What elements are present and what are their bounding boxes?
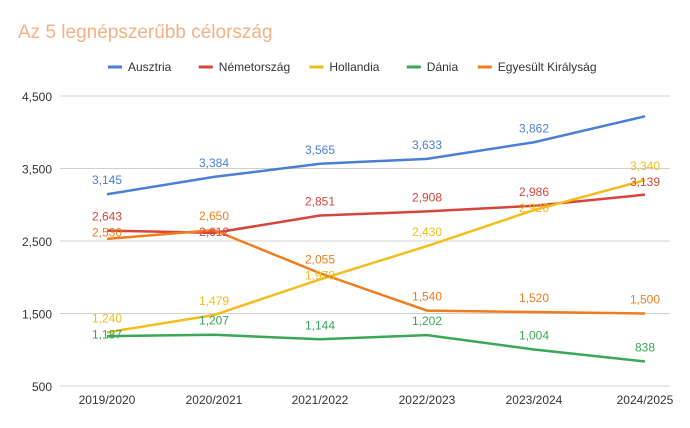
data-label: 1,144 xyxy=(305,318,335,332)
legend-label: Németország xyxy=(219,60,290,74)
legend-label: Dánia xyxy=(427,60,459,74)
data-label: 1,240 xyxy=(92,311,122,325)
data-label: 2,530 xyxy=(92,226,122,240)
data-label: 1,479 xyxy=(199,294,229,308)
legend-label: Ausztria xyxy=(128,60,172,74)
data-label: 3,565 xyxy=(305,143,335,157)
series-line xyxy=(106,115,646,196)
x-tick-label: 2024/2025 xyxy=(617,393,674,407)
data-label: 1,207 xyxy=(199,314,229,328)
data-label: 3,139 xyxy=(630,175,660,189)
data-label: 2,643 xyxy=(92,210,122,224)
data-label: 3,862 xyxy=(519,121,549,135)
x-tick-label: 2021/2022 xyxy=(292,393,349,407)
data-label: 3,633 xyxy=(412,138,442,152)
y-tick-label: 4,500 xyxy=(22,90,52,104)
data-label: 2,612 xyxy=(199,225,229,239)
data-label: 2,986 xyxy=(519,185,549,199)
data-label: 3,145 xyxy=(92,173,122,187)
data-label: 1,970 xyxy=(305,268,335,282)
legend-label: Egyesült Királyság xyxy=(498,60,597,74)
data-label: 3,340 xyxy=(630,159,660,173)
data-label: 2,430 xyxy=(412,225,442,239)
data-label: 1,540 xyxy=(412,290,442,304)
data-label: 1,004 xyxy=(519,328,549,342)
y-tick-label: 1,500 xyxy=(22,308,52,322)
y-tick-label: 500 xyxy=(32,380,52,394)
data-label: 3,384 xyxy=(199,156,229,170)
chart-title: Az 5 legnépszerűbb célország xyxy=(18,22,273,43)
y-tick-label: 3,500 xyxy=(22,163,52,177)
series-line xyxy=(106,333,646,363)
series-line xyxy=(106,178,646,334)
data-label: 2,926 xyxy=(519,201,549,215)
data-label: 2,650 xyxy=(199,209,229,223)
data-label: 2,908 xyxy=(412,190,442,204)
x-tick-label: 2023/2024 xyxy=(506,393,563,407)
data-label: 1,500 xyxy=(630,293,660,307)
data-label: 2,055 xyxy=(305,252,335,266)
data-label: 838 xyxy=(635,340,655,354)
data-label: 1,187 xyxy=(92,327,122,341)
data-label: 1,202 xyxy=(412,314,442,328)
series-line xyxy=(106,193,646,235)
legend-label: Hollandia xyxy=(329,60,379,74)
x-tick-label: 2019/2020 xyxy=(79,393,136,407)
y-tick-label: 2,500 xyxy=(22,235,52,249)
x-tick-label: 2022/2023 xyxy=(399,393,456,407)
series-line xyxy=(106,228,646,315)
data-label: 2,851 xyxy=(305,195,335,209)
data-label: 1,520 xyxy=(519,291,549,305)
x-tick-label: 2020/2021 xyxy=(186,393,243,407)
